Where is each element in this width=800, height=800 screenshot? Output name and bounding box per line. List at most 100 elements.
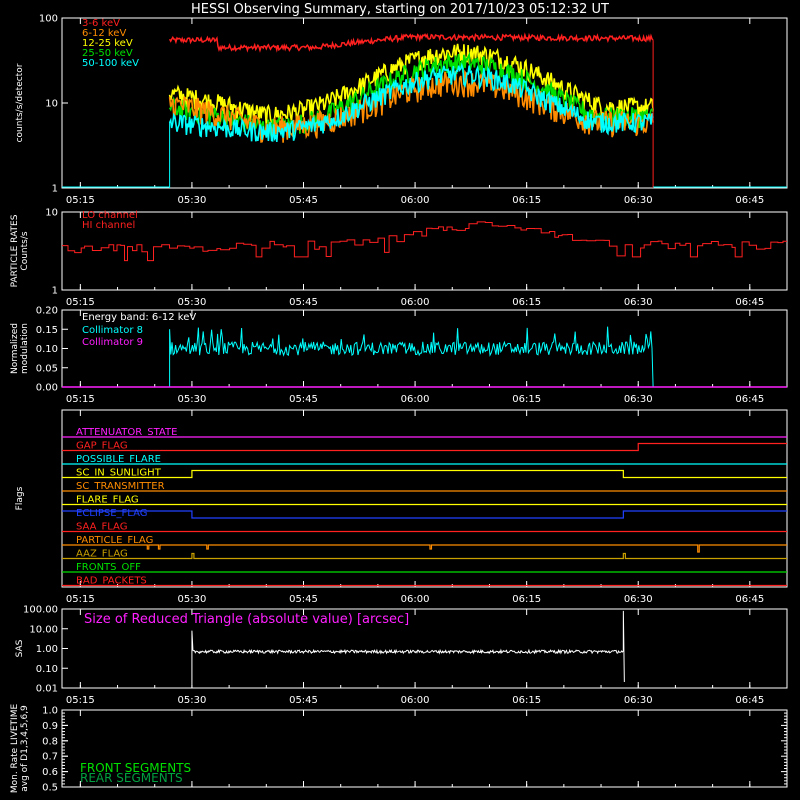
legend-entry: REAR SEGMENTS — [80, 771, 183, 785]
y-tick-label: 1 — [52, 184, 58, 195]
y-axis-label: SAS — [15, 639, 25, 657]
series-sas — [191, 610, 625, 683]
y-axis-label: Counts/s — [20, 231, 30, 270]
legend-entry: FRONT SEGMENTS — [80, 761, 191, 775]
x-tick-label: 06:30 — [624, 195, 653, 206]
flag-label: ATTENUATOR_STATE — [76, 427, 177, 438]
x-tick-label: 06:30 — [624, 695, 653, 706]
x-tick-label: 06:00 — [401, 297, 430, 308]
legend-entry: HI channel — [82, 220, 135, 231]
flag-line-gap-flag — [62, 442, 787, 452]
x-tick-label: 06:00 — [401, 394, 430, 405]
x-tick-label: 06:30 — [624, 394, 653, 405]
x-tick-label: 05:15 — [66, 297, 95, 308]
x-tick-label: 05:15 — [66, 594, 95, 605]
y-tick-label: 0.00 — [36, 383, 58, 394]
panel-6-frame — [61, 709, 788, 788]
series-3-6-kev — [168, 32, 654, 53]
y-tick-label: 0.8 — [42, 736, 58, 747]
panel-2-frame — [61, 211, 788, 291]
y-tick-label: 100 — [39, 14, 58, 25]
x-tick-label: 06:45 — [735, 394, 764, 405]
x-tick-label: 05:45 — [289, 195, 318, 206]
flag-label: ECLIPSE_FLAG — [76, 508, 147, 519]
series-50-100-kev — [168, 62, 654, 143]
y-axis-label: avg of D1,3,4,5,6,9 — [20, 705, 30, 792]
x-tick-label: 05:30 — [178, 297, 207, 308]
panel-4-frame — [61, 409, 788, 588]
y-tick-label: 1.00 — [36, 644, 58, 655]
flag-label: GAP_FLAG — [76, 441, 128, 452]
panel-annotation: Energy band: 6-12 keV — [82, 312, 196, 323]
series-6-12-kev — [168, 69, 654, 143]
x-tick-label: 06:15 — [512, 594, 541, 605]
panels: 05:15 05:30 05:45 06:00 06:15 06:30 06:45 05:15… — [10, 14, 788, 794]
x-tick-label: 05:30 — [178, 195, 207, 206]
y-tick-label: 10 — [45, 208, 58, 219]
y-axis-label: Flags — [15, 486, 25, 510]
flag-label: SAA_FLAG — [76, 522, 127, 533]
y-tick-label: 0.7 — [42, 752, 58, 763]
x-tick-label: 06:45 — [735, 594, 764, 605]
flag-label: PARTICLE_FLAG — [76, 535, 153, 546]
x-tick-label: 06:15 — [512, 394, 541, 405]
y-tick-label: 0.6 — [42, 767, 58, 778]
figure-title: HESSI Observing Summary, starting on 201… — [191, 2, 609, 17]
y-axis-label: Mon. Rate LIVETIME — [10, 704, 20, 794]
x-tick-label: 06:45 — [735, 195, 764, 206]
flag-line-aaz-flag — [62, 552, 787, 560]
y-tick-label: 0.10 — [36, 344, 58, 355]
x-tick-label: 05:30 — [178, 594, 207, 605]
flag-label: POSSIBLE_FLARE — [76, 454, 161, 465]
series-collimator-8 — [62, 326, 787, 388]
y-tick-label: 1 — [52, 286, 58, 297]
x-tick-label: 06:15 — [512, 297, 541, 308]
flag-label: BAD_PACKETS — [76, 576, 147, 587]
x-tick-label: 05:45 — [289, 594, 318, 605]
x-tick-label: 06:00 — [401, 195, 430, 206]
series-12-25-kev — [168, 43, 654, 127]
y-axis-label: counts/s/detector — [15, 63, 25, 142]
x-tick-label: 05:45 — [289, 394, 318, 405]
legend-entry: 12-25 keV — [82, 38, 133, 49]
legend-entry: Collimator 9 — [82, 337, 143, 348]
x-tick-label: 06:30 — [624, 594, 653, 605]
flag-label: FRONTS_OFF — [76, 562, 141, 573]
flag-label: SC_TRANSMITTER — [76, 481, 165, 492]
flag-line-sc-in-sunlight — [62, 469, 787, 479]
x-tick-label: 06:30 — [624, 297, 653, 308]
y-axis-label: PARTICLE RATES — [10, 214, 20, 287]
x-tick-label: 05:15 — [66, 394, 95, 405]
x-tick-label: 05:30 — [178, 695, 207, 706]
y-tick-label: 0.05 — [36, 363, 58, 374]
y-axis-label: Normalized — [10, 323, 20, 374]
y-tick-label: 100.00 — [23, 605, 58, 616]
x-tick-label: 06:15 — [512, 195, 541, 206]
panel-annotation: Size of Reduced Triangle (absolute value… — [84, 612, 409, 627]
flag-label: AAZ_FLAG — [76, 549, 128, 560]
legend-entry: Collimator 8 — [82, 325, 143, 336]
legend-entry: 6-12 keV — [82, 28, 126, 39]
x-tick-label: 06:00 — [401, 695, 430, 706]
x-tick-label: 05:15 — [66, 195, 95, 206]
x-tick-label: 05:15 — [66, 695, 95, 706]
y-tick-label: 0.01 — [36, 684, 58, 695]
x-tick-label: 06:45 — [735, 297, 764, 308]
x-tick-label: 06:00 — [401, 594, 430, 605]
flag-label: SC_IN_SUNLIGHT — [76, 468, 162, 479]
flag-line-particle-flag — [62, 544, 787, 553]
y-tick-label: 0.20 — [36, 306, 58, 317]
legend-entry: 3-6 keV — [82, 18, 120, 29]
y-tick-label: 1.0 — [42, 706, 58, 717]
legend-entry: LO channel — [82, 210, 138, 221]
series-particle-rate — [61, 221, 787, 262]
x-tick-label: 05:45 — [289, 695, 318, 706]
x-tick-label: 05:45 — [289, 297, 318, 308]
legend-entry: 50-100 keV — [82, 58, 139, 69]
flag-line-eclipse-flag — [62, 510, 787, 519]
flag-label: FLARE_FLAG — [76, 495, 139, 506]
x-tick-label: 05:30 — [178, 394, 207, 405]
y-axis-label: modulation — [20, 323, 30, 374]
